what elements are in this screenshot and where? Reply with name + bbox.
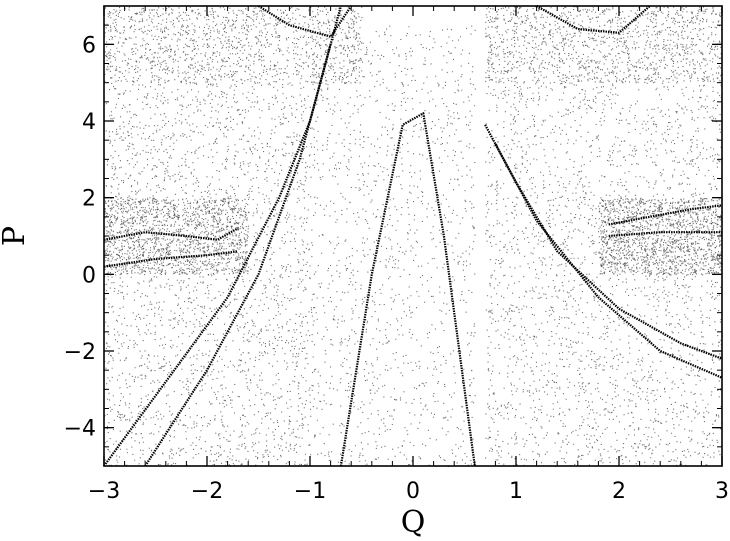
tick-layer: −3 −2 −1 0 1 2 3 −4 −2 0 2 4 6	[64, 5, 729, 504]
x-tick-label: 2	[612, 479, 626, 504]
point-cloud-0	[104, 82, 312, 467]
point-cloud-4	[598, 197, 723, 276]
point-cloud-3	[485, 82, 723, 468]
point-cloud-layer	[104, 6, 723, 468]
curve-3	[103, 250, 239, 268]
curve-4	[484, 124, 723, 360]
y-tick-label: 2	[82, 187, 96, 212]
point-cloud-1	[104, 197, 250, 276]
curve-5	[494, 143, 723, 379]
curve-6	[608, 204, 723, 226]
point-cloud-6	[485, 6, 723, 84]
point-cloud-5	[104, 6, 363, 84]
point-cloud-2	[310, 25, 476, 468]
curve-9	[257, 5, 353, 38]
x-axis-title: Q	[401, 505, 426, 540]
curve-0	[103, 5, 342, 467]
y-tick-label: 4	[82, 110, 96, 135]
x-tick-label: −2	[191, 479, 223, 504]
y-tick-label: 0	[82, 263, 96, 288]
curve-1	[144, 44, 332, 467]
y-tick-label: 6	[82, 33, 96, 58]
x-tick-label: 0	[406, 479, 420, 504]
x-tick-label: 3	[715, 479, 729, 504]
x-tick-label: 1	[509, 479, 523, 504]
curve-layer	[103, 5, 723, 467]
y-axis-title: P	[0, 226, 32, 246]
curve-7	[608, 231, 722, 238]
x-tick-label: −3	[88, 479, 120, 504]
curve-2	[103, 227, 239, 241]
y-tick-label: −2	[64, 340, 96, 365]
x-tick-label: −1	[294, 479, 326, 504]
y-tick-label: −4	[64, 417, 96, 442]
curve-10	[536, 5, 651, 34]
curve-8	[339, 112, 476, 467]
